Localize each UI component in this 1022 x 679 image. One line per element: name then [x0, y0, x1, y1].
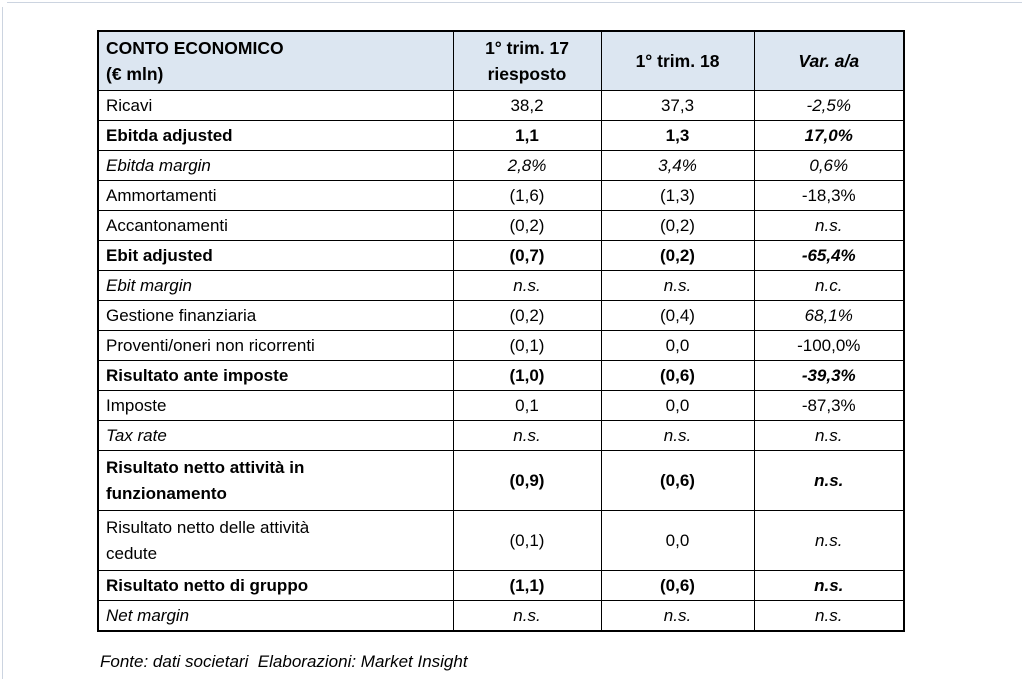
- value-q1-17-cell: 2,8%: [452, 150, 602, 181]
- value-q1-17-cell: (0,7): [452, 240, 602, 271]
- value-q1-17-cell: n.s.: [452, 600, 602, 632]
- table-row: Ebit margin n.s. n.s. n.c.: [97, 270, 905, 301]
- table-row: Ammortamenti (1,6) (1,3) -18,3%: [97, 180, 905, 211]
- value-q1-17-cell: (1,6): [452, 180, 602, 211]
- row-label-cell: Imposte: [97, 390, 454, 421]
- var-yoy-cell: -87,3%: [753, 390, 905, 421]
- row-label-cell: Risultato netto delle attività cedute: [97, 510, 454, 571]
- value-q1-18-cell: n.s.: [600, 420, 755, 451]
- var-yoy-cell: -18,3%: [753, 180, 905, 211]
- header-cell-metric: CONTO ECONOMICO (€ mln): [97, 30, 454, 91]
- var-yoy-cell: -39,3%: [753, 360, 905, 391]
- value-q1-17-cell: (0,1): [452, 510, 602, 571]
- table-row: Risultato netto delle attività cedute (0…: [97, 510, 905, 571]
- value-q1-17-cell: (0,2): [452, 300, 602, 331]
- table-body: Ricavi 38,2 37,3 -2,5% Ebitda adjusted 1…: [97, 90, 905, 632]
- row-label-cell: Ebitda adjusted: [97, 120, 454, 151]
- row-label-cell: Risultato ante imposte: [97, 360, 454, 391]
- var-yoy-cell: n.s.: [753, 420, 905, 451]
- var-yoy-cell: n.s.: [753, 570, 905, 601]
- value-q1-17-cell: n.s.: [452, 420, 602, 451]
- row-label-cell: Ebit adjusted: [97, 240, 454, 271]
- value-q1-18-cell: (0,6): [600, 450, 755, 511]
- var-yoy-cell: 0,6%: [753, 150, 905, 181]
- table-row: Accantonamenti (0,2) (0,2) n.s.: [97, 210, 905, 241]
- value-q1-18-cell: (0,4): [600, 300, 755, 331]
- value-q1-17-cell: 38,2: [452, 90, 602, 121]
- value-q1-18-cell: (0,2): [600, 240, 755, 271]
- var-yoy-cell: n.s.: [753, 510, 905, 571]
- value-q1-17-cell: 1,1: [452, 120, 602, 151]
- value-q1-17-cell: (0,9): [452, 450, 602, 511]
- row-label-cell: Accantonamenti: [97, 210, 454, 241]
- row-label-cell: Tax rate: [97, 420, 454, 451]
- value-q1-18-cell: (0,6): [600, 570, 755, 601]
- var-yoy-cell: -2,5%: [753, 90, 905, 121]
- table-row: Ebitda adjusted 1,1 1,3 17,0%: [97, 120, 905, 151]
- value-q1-17-cell: (1,0): [452, 360, 602, 391]
- table-header-row: CONTO ECONOMICO (€ mln) 1° trim. 17 ries…: [97, 30, 905, 91]
- value-q1-18-cell: n.s.: [600, 270, 755, 301]
- value-q1-18-cell: 37,3: [600, 90, 755, 121]
- table-row: Tax rate n.s. n.s. n.s.: [97, 420, 905, 451]
- row-label-cell: Risultato netto di gruppo: [97, 570, 454, 601]
- row-label-cell: Ebit margin: [97, 270, 454, 301]
- table-row: Risultato netto attività in funzionament…: [97, 450, 905, 511]
- page-border-left: [2, 7, 3, 679]
- value-q1-18-cell: 1,3: [600, 120, 755, 151]
- table-row: Gestione finanziaria (0,2) (0,4) 68,1%: [97, 300, 905, 331]
- table-row: Ebit adjusted (0,7) (0,2) -65,4%: [97, 240, 905, 271]
- var-yoy-cell: n.c.: [753, 270, 905, 301]
- table-row: Imposte 0,1 0,0 -87,3%: [97, 390, 905, 421]
- row-label-cell: Proventi/oneri non ricorrenti: [97, 330, 454, 361]
- table-row: Risultato ante imposte (1,0) (0,6) -39,3…: [97, 360, 905, 391]
- value-q1-18-cell: 0,0: [600, 510, 755, 571]
- row-label-cell: Net margin: [97, 600, 454, 632]
- table-row: Net margin n.s. n.s. n.s.: [97, 600, 905, 632]
- var-yoy-cell: n.s.: [753, 450, 905, 511]
- var-yoy-cell: 68,1%: [753, 300, 905, 331]
- var-yoy-cell: n.s.: [753, 210, 905, 241]
- var-yoy-cell: -100,0%: [753, 330, 905, 361]
- value-q1-17-cell: (1,1): [452, 570, 602, 601]
- var-yoy-cell: n.s.: [753, 600, 905, 632]
- table-row: Risultato netto di gruppo (1,1) (0,6) n.…: [97, 570, 905, 601]
- value-q1-18-cell: 0,0: [600, 330, 755, 361]
- table-row: Proventi/oneri non ricorrenti (0,1) 0,0 …: [97, 330, 905, 361]
- var-yoy-cell: 17,0%: [753, 120, 905, 151]
- value-q1-18-cell: (1,3): [600, 180, 755, 211]
- value-q1-18-cell: 3,4%: [600, 150, 755, 181]
- table-row: Ebitda margin 2,8% 3,4% 0,6%: [97, 150, 905, 181]
- value-q1-17-cell: n.s.: [452, 270, 602, 301]
- header-cell-q1-17-restated: 1° trim. 17 riesposto: [452, 30, 602, 91]
- row-label-cell: Ammortamenti: [97, 180, 454, 211]
- page-border-top: [7, 2, 1022, 3]
- value-q1-17-cell: (0,1): [452, 330, 602, 361]
- table-row: Ricavi 38,2 37,3 -2,5%: [97, 90, 905, 121]
- source-note: Fonte: dati societari Elaborazioni: Mark…: [100, 652, 468, 671]
- row-label-cell: Gestione finanziaria: [97, 300, 454, 331]
- header-cell-q1-18: 1° trim. 18: [600, 30, 755, 91]
- value-q1-17-cell: (0,2): [452, 210, 602, 241]
- row-label-cell: Ebitda margin: [97, 150, 454, 181]
- value-q1-18-cell: n.s.: [600, 600, 755, 632]
- value-q1-17-cell: 0,1: [452, 390, 602, 421]
- row-label-cell: Ricavi: [97, 90, 454, 121]
- header-cell-var-yoy: Var. a/a: [753, 30, 905, 91]
- value-q1-18-cell: 0,0: [600, 390, 755, 421]
- var-yoy-cell: -65,4%: [753, 240, 905, 271]
- income-statement-table: CONTO ECONOMICO (€ mln) 1° trim. 17 ries…: [97, 30, 905, 632]
- row-label-cell: Risultato netto attività in funzionament…: [97, 450, 454, 511]
- value-q1-18-cell: (0,2): [600, 210, 755, 241]
- value-q1-18-cell: (0,6): [600, 360, 755, 391]
